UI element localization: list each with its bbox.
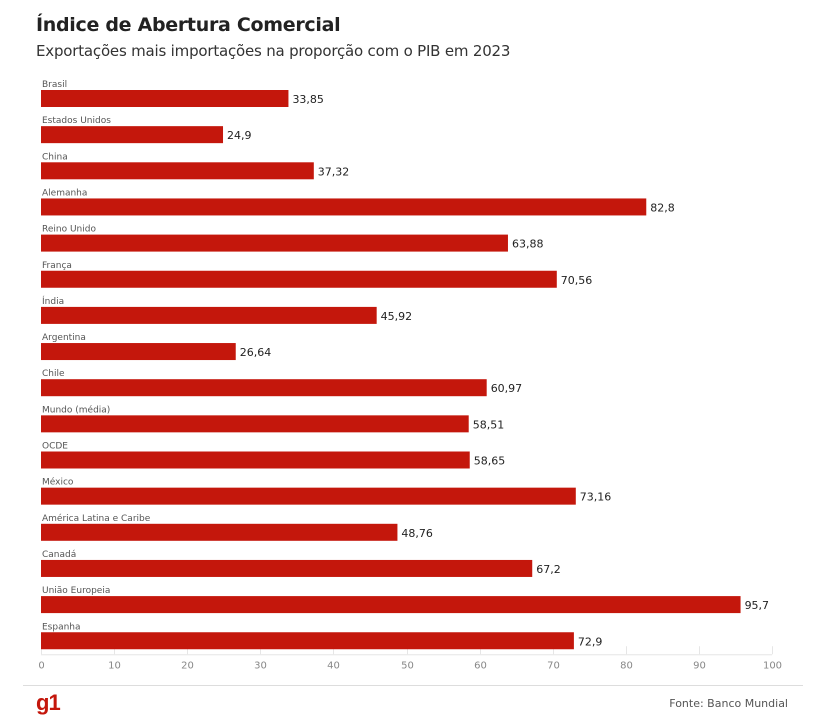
source-note: Fonte: Banco Mundial <box>669 697 788 710</box>
value-label: 63,88 <box>512 238 543 251</box>
category-label: Chile <box>42 369 65 379</box>
x-tick-label: 60 <box>474 660 487 671</box>
bar <box>41 523 398 541</box>
value-label: 73,16 <box>580 491 612 504</box>
value-label: 48,76 <box>401 527 433 540</box>
x-tick-label: 80 <box>620 660 633 671</box>
category-label: Mundo (média) <box>42 404 110 415</box>
bar <box>41 415 469 433</box>
category-label: Estados Unidos <box>42 116 111 126</box>
bar-row: União Europeia 95,7 <box>41 586 770 614</box>
chart-subtitle: Exportações mais importações na proporçã… <box>36 42 511 60</box>
bar <box>41 487 576 505</box>
x-tick-label: 70 <box>547 660 560 671</box>
bar <box>41 559 533 577</box>
x-tick-label: 20 <box>181 660 194 671</box>
footer-divider <box>23 685 803 686</box>
x-axis: 0 10 20 30 40 50 60 70 80 90 100 <box>38 654 782 671</box>
bar <box>41 90 289 107</box>
bar-row: Reino Unido 63,88 <box>41 225 543 252</box>
g1-logo: g1 <box>36 690 61 715</box>
bar <box>41 126 224 144</box>
category-label: Reino Unido <box>42 225 96 235</box>
x-tick-label: 40 <box>327 660 340 671</box>
category-label: Alemanha <box>42 188 87 198</box>
value-label: 72,9 <box>578 635 603 648</box>
value-label: 33,85 <box>292 93 324 106</box>
bar-row: Chile 60,97 <box>41 369 522 397</box>
chart-title: Índice de Abertura Comercial <box>36 14 341 36</box>
value-label: 82,8 <box>650 201 675 214</box>
value-label: 24,9 <box>227 129 252 142</box>
bar-chart: Brasil 33,85 Estados Unidos 24,9 China 37,32 A… <box>38 80 782 671</box>
category-label: China <box>42 152 68 162</box>
value-label: 58,65 <box>474 455 506 468</box>
bar <box>41 343 236 361</box>
x-tick-label: 0 <box>38 660 44 671</box>
category-label: Brasil <box>42 80 67 90</box>
bar-row: Brasil 33,85 <box>41 80 324 107</box>
value-label: 95,7 <box>745 599 770 612</box>
value-label: 70,56 <box>561 274 593 287</box>
bar-row: Canadá 67,2 <box>41 550 561 577</box>
value-label: 37,32 <box>318 165 350 178</box>
category-label: Espanha <box>42 622 81 632</box>
bar <box>41 234 508 252</box>
x-tick-label: 30 <box>254 660 267 671</box>
category-label: Argentina <box>42 333 86 343</box>
bars: Brasil 33,85 Estados Unidos 24,9 China 37,32 A… <box>41 80 770 650</box>
bar <box>41 198 647 216</box>
bar-row: Mundo (média) 58,51 <box>41 404 505 433</box>
bar <box>41 596 741 614</box>
bar <box>41 451 470 469</box>
category-label: América Latina e Caribe <box>42 513 151 524</box>
x-tick-label: 90 <box>693 660 706 671</box>
x-tick-label: 50 <box>401 660 414 671</box>
category-label: Canadá <box>42 550 76 560</box>
value-label: 67,2 <box>536 563 561 576</box>
bar <box>41 379 487 397</box>
bar <box>41 270 557 288</box>
bar-row: Estados Unidos 24,9 <box>41 116 252 144</box>
value-label: 45,92 <box>381 310 413 323</box>
bar-row: Alemanha 82,8 <box>41 188 675 216</box>
category-label: União Europeia <box>42 586 110 596</box>
category-label: Índia <box>42 295 64 307</box>
category-label: França <box>42 261 72 271</box>
bar-row: França 70,56 <box>41 261 592 288</box>
bar-row: América Latina e Caribe 48,76 <box>41 513 433 541</box>
category-label: OCDE <box>42 442 68 452</box>
bar-row: Índia 45,92 <box>41 295 412 324</box>
value-label: 58,51 <box>473 418 505 431</box>
value-label: 60,97 <box>491 382 522 395</box>
bar <box>41 306 377 324</box>
value-label: 26,64 <box>240 346 272 359</box>
bar-row: OCDE 58,65 <box>41 442 505 469</box>
bar-row: México 73,16 <box>41 477 611 505</box>
category-label: México <box>42 477 74 488</box>
x-tick-label: 10 <box>108 660 121 671</box>
x-tick-label: 100 <box>763 660 782 671</box>
bar-row: Espanha 72,9 <box>41 622 603 650</box>
bar-row: Argentina 26,64 <box>41 333 272 361</box>
bar-row: China 37,32 <box>41 152 350 180</box>
bar <box>41 162 314 180</box>
bar <box>41 632 574 650</box>
